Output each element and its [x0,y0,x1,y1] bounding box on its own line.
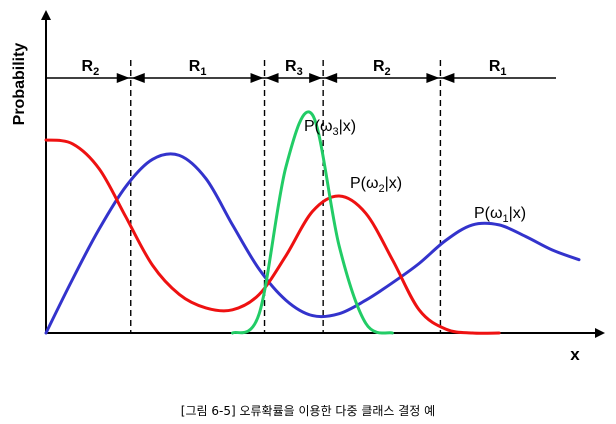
region-markers: R2 R1 R3 R2 R1 [46,58,556,333]
x-axis-label: x [570,345,580,364]
series-label-3: P(ω3|x) [304,118,356,138]
figure-caption: [그림 6-5] 오류확률을 이용한 다중 클래스 결정 예 [180,404,436,418]
region-arrow-right [250,73,264,83]
series-layer [44,110,581,335]
region-label: R1 [189,58,207,78]
series-line-2 [44,138,501,335]
region-label: R2 [82,58,100,78]
series-label-1: P(ω1|x) [474,205,526,225]
region-arrow-left [265,73,279,83]
series-line-3 [231,110,394,335]
y-axis-label: Probability [11,43,28,126]
region-label: R2 [373,58,391,78]
series-label-2: P(ω2|x) [350,175,402,195]
region-arrow-right [309,73,323,83]
series-line-1 [44,152,581,335]
region-arrow-left [324,73,338,83]
region-arrow-right [116,73,130,83]
region-label: R1 [489,58,507,78]
region-arrow-left [441,73,455,83]
region-arrow-right [426,73,440,83]
region-label: R3 [285,58,303,78]
region-arrow-left [131,73,145,83]
series-labels: P(ω1|x) P(ω2|x) P(ω3|x) [304,118,526,225]
